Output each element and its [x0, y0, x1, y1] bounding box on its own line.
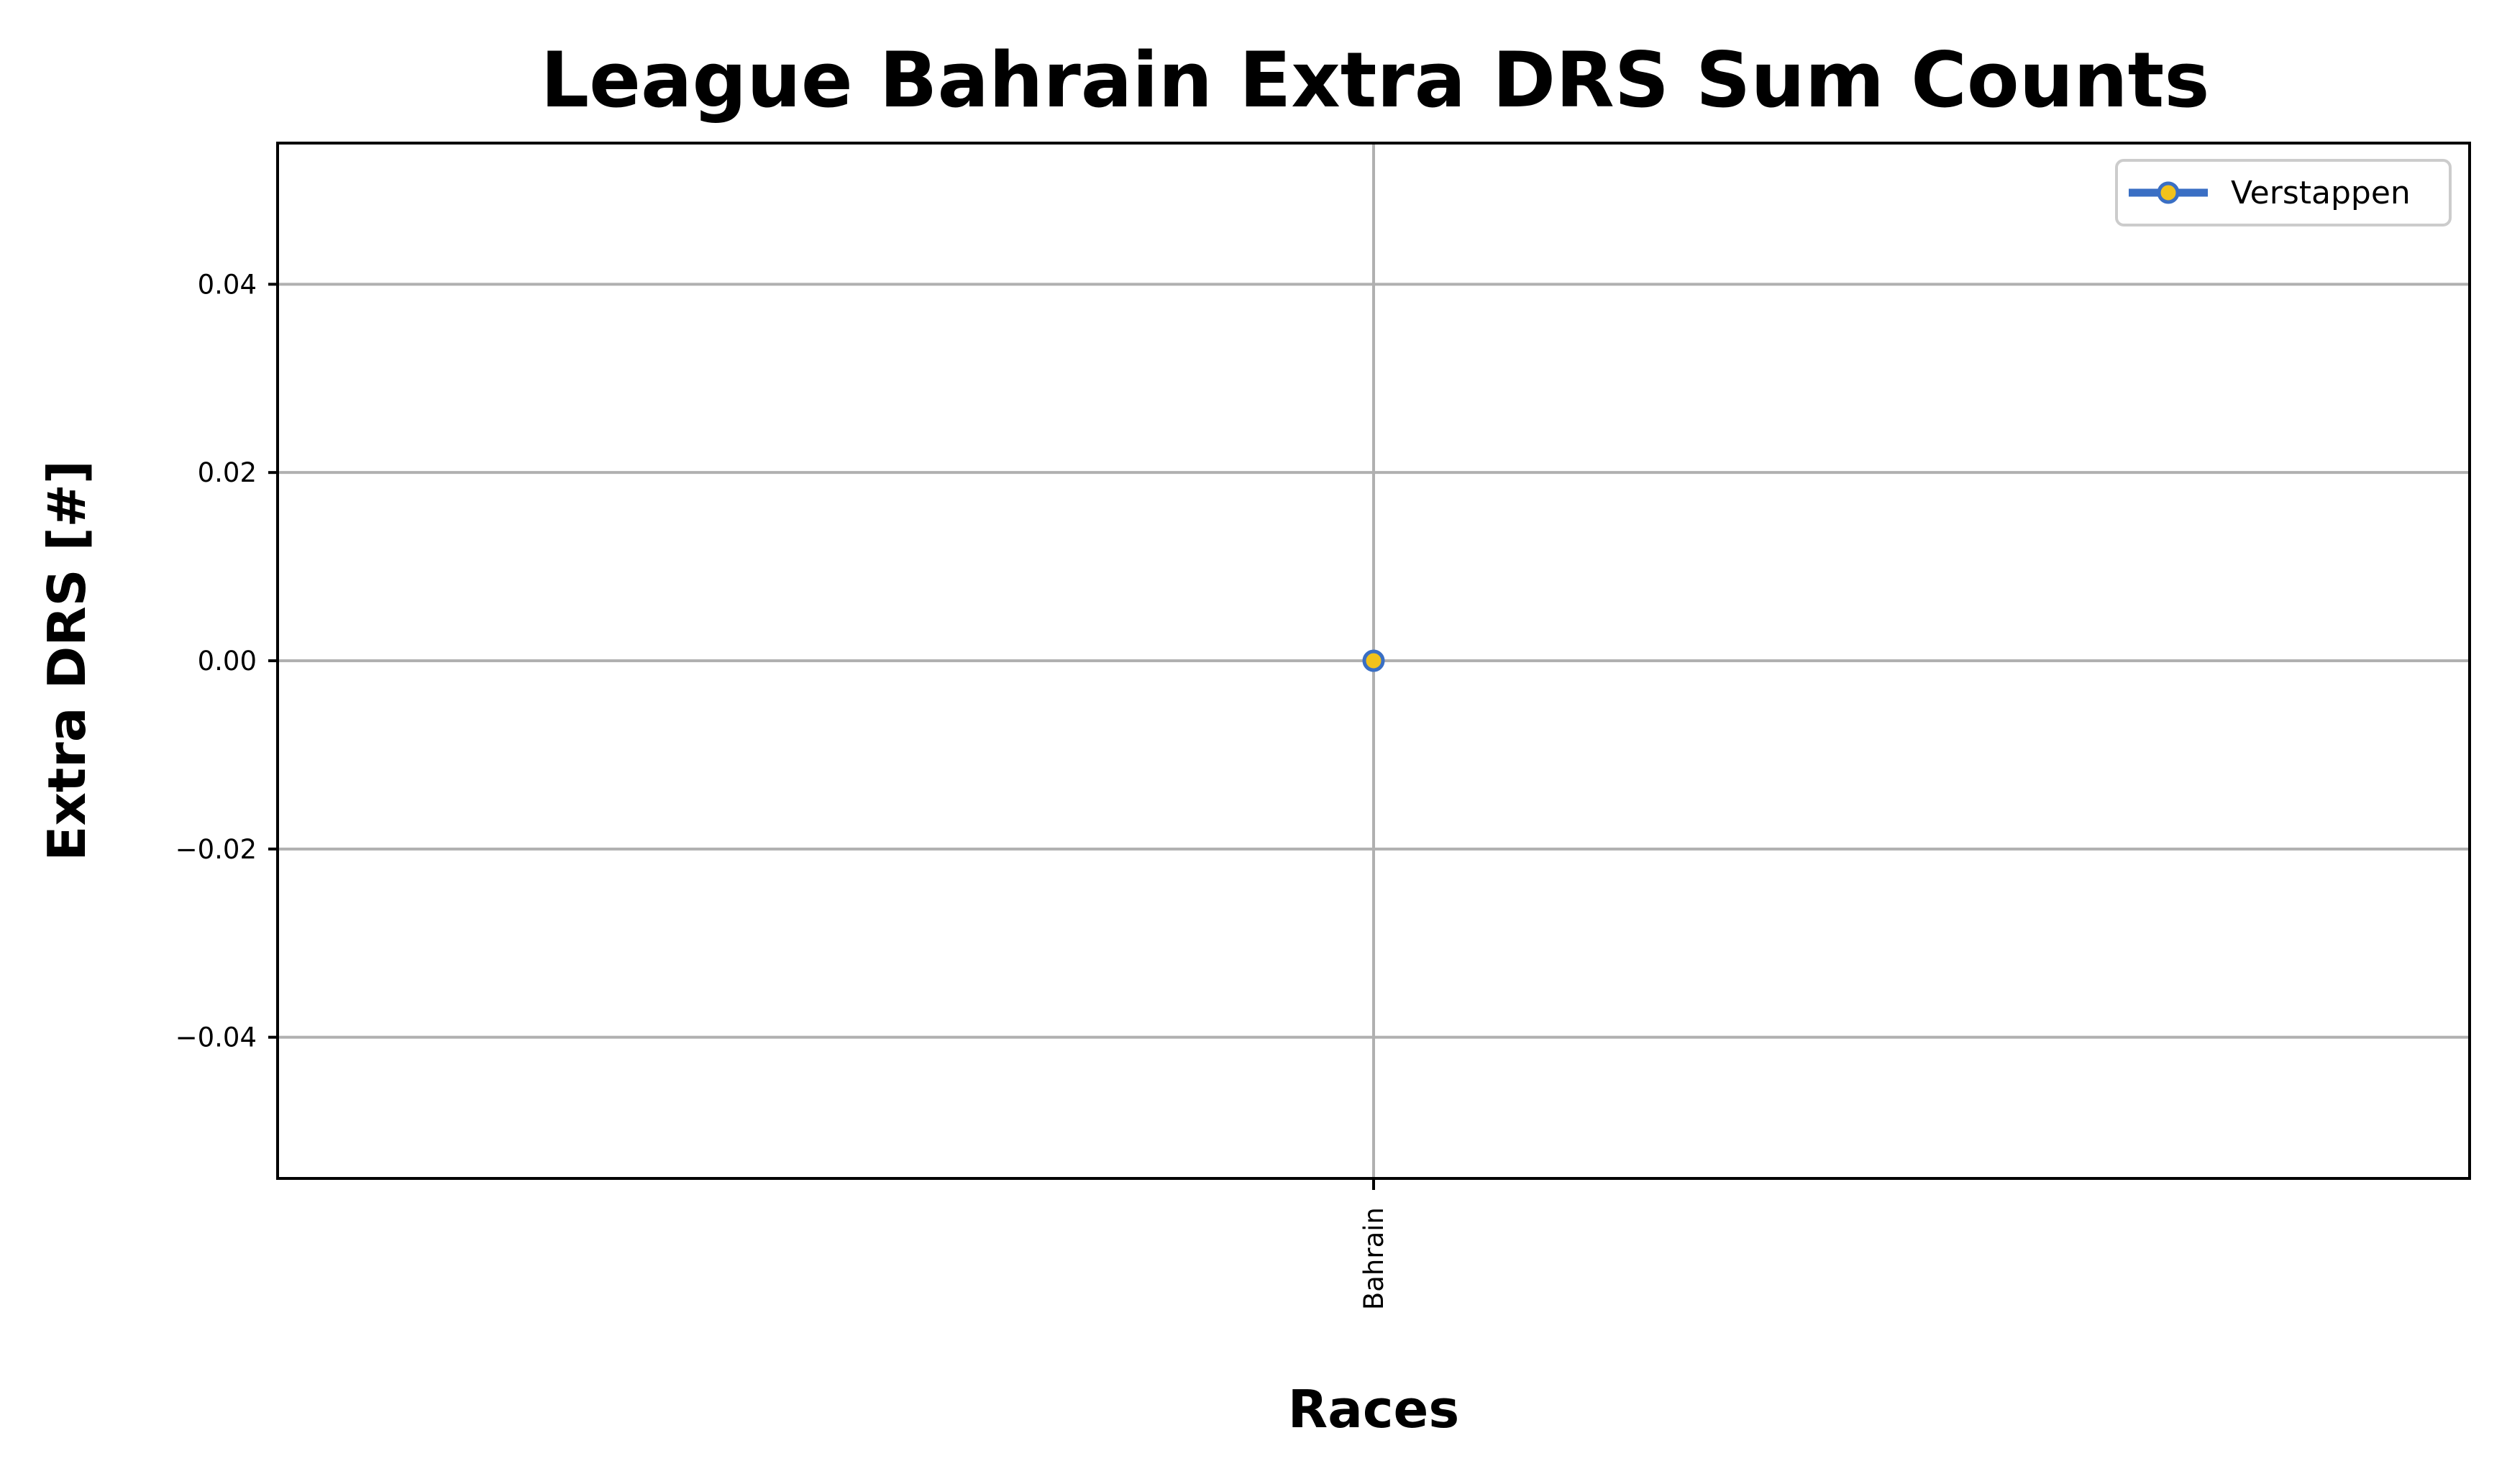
series-layer	[1362, 649, 1385, 672]
legend-marker-swatch	[2157, 181, 2180, 204]
axis-ticks: −0.04 −0.02 0.00 0.02 0.04 Bahrain	[175, 269, 1389, 1310]
y-tick-label: 0.02	[198, 457, 257, 488]
chart-title: League Bahrain Extra DRS Sum Counts	[541, 36, 2210, 124]
legend-box	[2115, 159, 2452, 226]
legend-label: Verstappen	[2231, 175, 2411, 211]
y-axis-label: Extra DRS [#]	[37, 460, 97, 861]
y-tick-label: 0.04	[198, 269, 257, 300]
x-axis-label: Races	[1288, 1379, 1459, 1439]
y-tick-label: −0.04	[175, 1022, 257, 1053]
legend: Verstappen	[2115, 159, 2452, 226]
y-tick-label: −0.02	[175, 834, 257, 865]
x-tick-label: Bahrain	[1358, 1207, 1389, 1310]
y-tick-label: 0.00	[198, 646, 257, 677]
data-point	[1362, 649, 1385, 672]
